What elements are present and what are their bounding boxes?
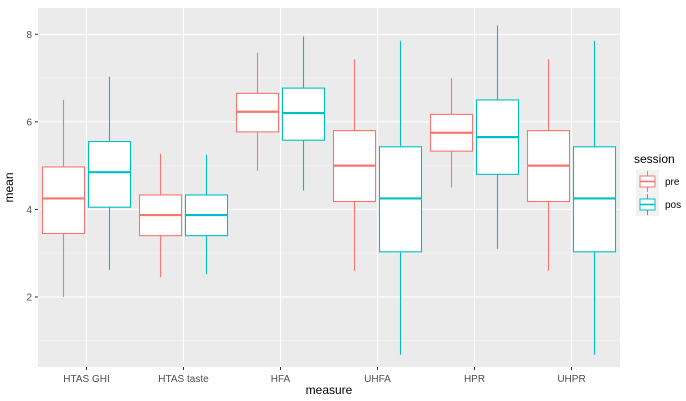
x-tick-label: UHFA [364,374,391,385]
major-gridlines [38,8,620,367]
y-axis-title: mean [2,172,16,202]
box-pre [41,99,86,297]
legend-label: pos [665,200,681,211]
box-pre [526,59,571,271]
minor-gridlines [38,77,620,342]
y-tick-label: 4 [26,205,32,216]
x-tick-label: HPR [464,374,485,385]
box-pos [184,154,229,275]
y-tick-label: 8 [26,30,32,41]
box-pre [429,78,474,188]
box-iqr [41,166,86,235]
x-tick-label: UHPR [557,374,585,385]
x-tick-label: HTAS GHI [63,374,109,385]
box-pos [475,25,520,249]
box-pos [378,40,423,355]
legend-keys: pre pos [636,170,681,216]
plot-panel [38,8,620,367]
box-layer [41,25,617,355]
legend-label: pre [665,177,680,188]
box-pre [138,153,183,278]
legend-item-pre: pre [636,170,680,193]
y-tick-label: 6 [26,117,32,128]
box-pos [572,40,617,355]
x-tick-label: HTAS taste [158,374,209,385]
box-pos [281,36,326,191]
box-pre [235,52,280,171]
legend: session pre pos [634,152,681,216]
y-axis-ticks: 2 4 6 8 [26,30,38,303]
box-iqr [87,140,132,208]
x-tick-label: HFA [271,374,291,385]
x-axis-title: measure [306,383,353,397]
x-axis-ticks: HTAS GHI HTAS taste HFA UHFA HPR UHPR [63,367,586,385]
box-pos [87,76,132,270]
box-pre [332,59,377,271]
legend-title: session [634,152,675,166]
y-tick-label: 2 [26,292,32,303]
legend-item-pos: pos [636,193,681,216]
